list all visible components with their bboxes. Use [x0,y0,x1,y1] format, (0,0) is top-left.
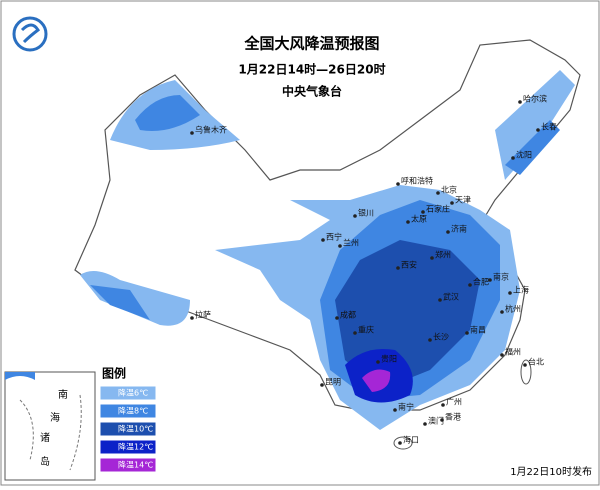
city-label: 西安 [401,260,417,270]
city-label: 台北 [528,357,544,367]
city-label: 西宁 [326,232,342,242]
legend-label: 降温12℃ [118,442,153,452]
city-label: 乌鲁木齐 [195,125,227,135]
city-label: 澳门 [428,416,444,426]
city-label: 长沙 [433,332,449,342]
city-dot [500,353,504,357]
city-label: 上海 [513,285,529,295]
city-dot [440,418,444,422]
period: 1月22日14时—26日20时 [238,62,385,77]
city-dot [320,383,324,387]
legend-title: 图例 [102,366,126,381]
city-label: 南昌 [470,325,486,335]
city-dot [421,210,425,214]
city-dot [508,291,512,295]
city-label: 长春 [541,122,557,132]
city-dot [468,283,472,287]
city-dot [428,338,432,342]
city-dot [450,201,454,205]
city-label: 济南 [451,224,467,234]
city-label: 沈阳 [516,150,532,160]
inset-label: 诸 [40,432,50,444]
city-dot [396,182,400,186]
city-label: 拉萨 [195,310,211,320]
city-dot [500,310,504,314]
city-label: 武汉 [443,292,459,302]
city-dot [353,214,357,218]
city-label: 银川 [358,208,374,218]
city-dot [396,266,400,270]
legend-swatch [99,403,157,419]
cooling-areas [80,70,575,430]
city-dot [436,191,440,195]
city-dot [465,331,469,335]
city-label: 成都 [340,310,356,320]
city-label: 广州 [446,397,462,407]
legend-label: 降温14℃ [118,460,153,470]
city-dot [438,298,442,302]
city-dot [398,441,402,445]
city-dot [446,230,450,234]
legend: 图例 降温6℃ 降温8℃ 降温10℃ 降温12℃ 降温14℃ [99,366,157,473]
hainan [393,436,413,450]
city-dot [523,363,527,367]
city-dot [430,256,434,260]
issuer: 中央气象台 [282,84,342,99]
footer: 1月22日10时发布 [510,465,592,478]
city-dot [190,316,194,320]
city-label: 郑州 [435,250,451,260]
city-dot [441,403,445,407]
city-label: 海口 [403,435,419,445]
city-label: 香港 [445,412,461,422]
legend-swatch [99,439,157,455]
city-label: 北京 [441,185,457,195]
city-dot [338,244,342,248]
city-label: 天津 [455,195,471,205]
legend-label: 降温10℃ [118,424,153,434]
legend-swatch [99,385,157,401]
city-label: 福州 [505,348,521,357]
city-label: 贵阳 [381,354,397,364]
city-dot [335,316,339,320]
city-label: 重庆 [358,325,374,335]
city-label: 南宁 [398,402,414,412]
city-dot [353,331,357,335]
inset [4,371,96,481]
city-dot [321,238,325,242]
city-label: 南京 [493,272,509,282]
city-dot [190,131,194,135]
legend-swatch [99,457,157,473]
legend-label: 降温8℃ [118,406,148,416]
title: 全国大风降温预报图 [243,35,379,53]
logo [12,16,48,52]
city-label: 石家庄 [426,204,450,214]
city-dot [423,422,427,426]
city-label: 昆明 [325,378,341,387]
city-label: 杭州 [505,304,521,314]
taiwan [520,359,532,385]
legend-label: 降温6℃ [118,388,148,398]
city-label: 太原 [411,214,427,224]
inset-label: 海 [50,411,60,424]
city-label: 合肥 [473,277,489,287]
city-dot [518,100,522,104]
city-dot [376,360,380,364]
city-dot [406,220,410,224]
city-dot [536,128,540,132]
city-dot [488,278,492,282]
city-label: 兰州 [343,238,359,248]
inset-label: 南 [58,388,68,401]
city-dot [511,156,515,160]
city-dot [393,408,397,412]
city-label: 哈尔滨 [523,94,547,104]
legend-swatch [99,421,157,437]
inset-label: 岛 [40,455,50,468]
city-label: 呼和浩特 [401,176,433,186]
